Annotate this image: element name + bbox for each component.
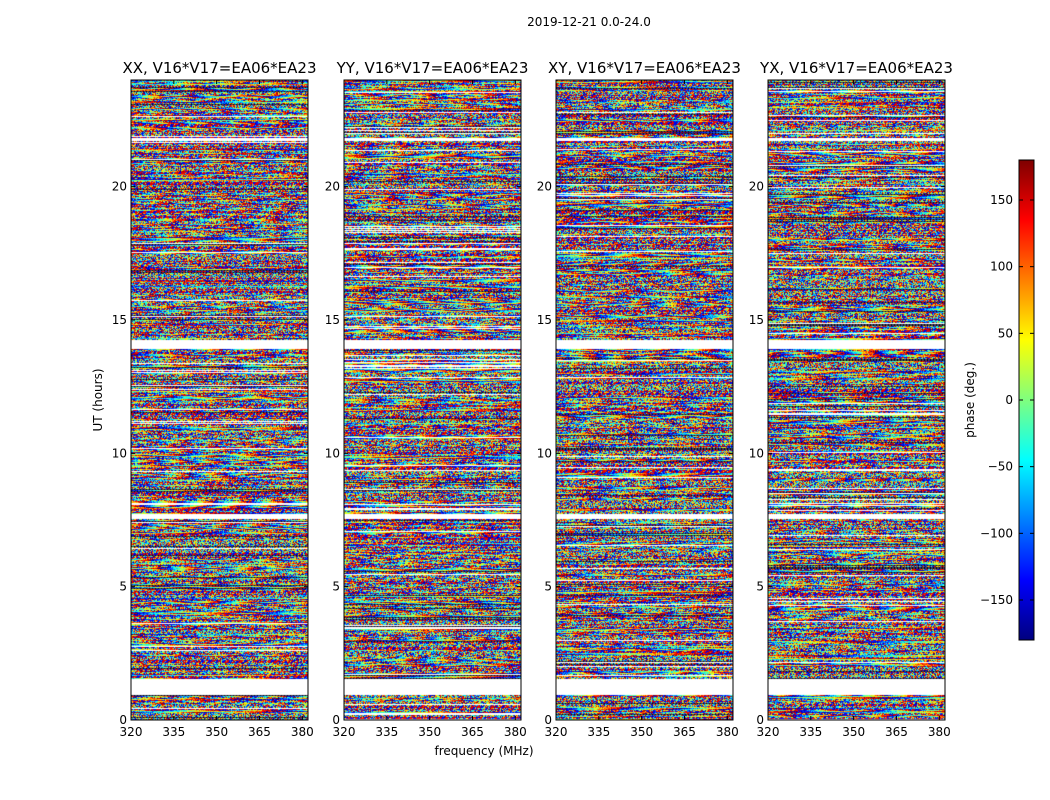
colorbar-tick-label: 50	[998, 326, 1013, 340]
colorbar-tick-label: −50	[988, 460, 1013, 474]
y-tick-label: 15	[112, 313, 127, 327]
y-tick-label: 0	[756, 713, 764, 727]
x-tick-label: 365	[673, 725, 696, 739]
x-tick-label: 320	[757, 725, 780, 739]
y-tick-label: 0	[119, 713, 127, 727]
panels-layer: XX, V16*V17=EA06*EA23 320 335 350 365 380 0 5 10…	[112, 59, 953, 739]
panel-frame	[343, 79, 522, 721]
x-tick-label: 335	[799, 725, 822, 739]
panel-3: YX, V16*V17=EA06*EA23 320 335 350 365 380 0 5 10…	[749, 59, 953, 739]
x-tick-label: 350	[205, 725, 228, 739]
colorbar-tick-label: 100	[990, 260, 1013, 274]
colorbar-tick-label: −150	[980, 593, 1013, 607]
y-tick-label: 10	[749, 446, 764, 460]
y-tick-label: 20	[537, 180, 552, 194]
x-tick-label: 365	[885, 725, 908, 739]
x-tick-label: 320	[545, 725, 568, 739]
colorbar-tick-label: 0	[1005, 393, 1013, 407]
y-tick-label: 10	[325, 446, 340, 460]
y-tick-label: 0	[544, 713, 552, 727]
colorbar: 150 100 50 0 −50 −100 −150	[980, 159, 1035, 641]
panel-2: XY, V16*V17=EA06*EA23 320 335 350 365 380 0 5 10…	[537, 59, 741, 739]
x-tick-label: 335	[375, 725, 398, 739]
x-tick-label: 380	[291, 725, 314, 739]
panel-0: XX, V16*V17=EA06*EA23 320 335 350 365 380 0 5 10…	[112, 59, 317, 739]
x-tick-label: 365	[461, 725, 484, 739]
x-tick-label: 335	[587, 725, 610, 739]
y-tick-label: 15	[749, 313, 764, 327]
x-axis-label: frequency (MHz)	[434, 744, 533, 758]
colorbar-tick-label: −100	[980, 526, 1013, 540]
panel-frame	[130, 79, 309, 721]
panel-heatmap	[556, 80, 733, 720]
x-tick-label: 350	[630, 725, 653, 739]
y-tick-label: 15	[325, 313, 340, 327]
panel-title: XY, V16*V17=EA06*EA23	[548, 59, 741, 77]
y-tick-label: 5	[544, 580, 552, 594]
figure-suptitle: 2019-12-21 0.0-24.0	[527, 15, 651, 29]
y-tick-label: 15	[537, 313, 552, 327]
y-tick-label: 20	[112, 180, 127, 194]
colorbar-tick-label: 150	[990, 193, 1013, 207]
x-tick-label: 350	[842, 725, 865, 739]
panel-title: YY, V16*V17=EA06*EA23	[336, 59, 529, 77]
y-tick-label: 20	[325, 180, 340, 194]
panel-title: XX, V16*V17=EA06*EA23	[122, 59, 316, 77]
panel-title: YX, V16*V17=EA06*EA23	[759, 59, 953, 77]
x-tick-label: 380	[504, 725, 527, 739]
y-tick-label: 5	[119, 580, 127, 594]
y-tick-label: 20	[749, 180, 764, 194]
colorbar-label: phase (deg.)	[963, 362, 977, 438]
y-tick-label: 5	[756, 580, 764, 594]
y-tick-label: 0	[332, 713, 340, 727]
y-axis-label: UT (hours)	[91, 368, 105, 431]
x-tick-label: 320	[120, 725, 143, 739]
panel-heatmap	[344, 80, 521, 720]
x-tick-label: 380	[716, 725, 739, 739]
x-tick-label: 320	[333, 725, 356, 739]
panel-1: YY, V16*V17=EA06*EA23 320 335 350 365 380 0 5 10…	[325, 59, 529, 739]
panel-frame	[555, 79, 734, 721]
x-tick-label: 350	[418, 725, 441, 739]
x-tick-label: 335	[162, 725, 185, 739]
y-tick-label: 10	[537, 446, 552, 460]
panel-heatmap	[131, 80, 308, 720]
panel-heatmap	[768, 80, 945, 720]
x-tick-label: 365	[248, 725, 271, 739]
panel-frame	[767, 79, 946, 721]
y-tick-label: 5	[332, 580, 340, 594]
x-tick-label: 380	[928, 725, 951, 739]
y-tick-label: 10	[112, 446, 127, 460]
